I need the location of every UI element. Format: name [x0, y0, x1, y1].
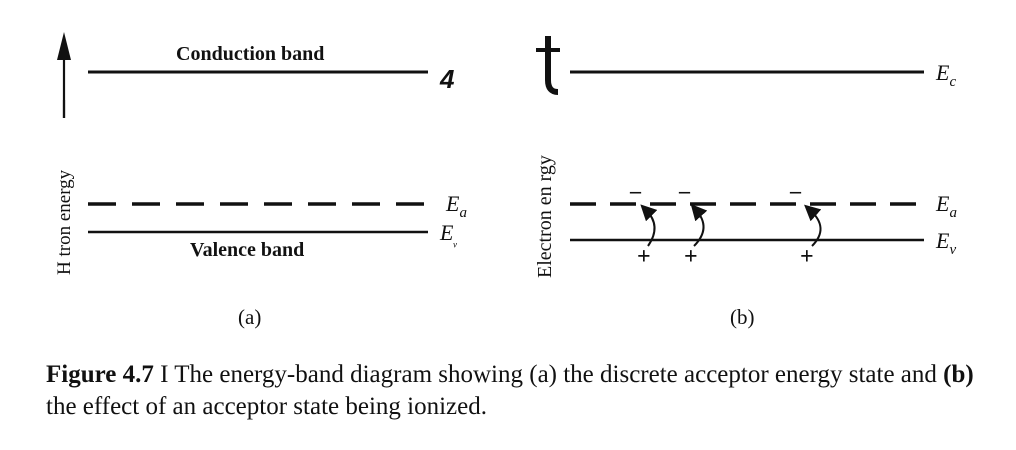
valence-band-label: Valence band: [190, 239, 304, 261]
panel-a-sublabel: (a): [238, 305, 261, 329]
corner-mark: 4: [439, 64, 455, 94]
figure-label: Figure 4.7: [46, 361, 154, 388]
conduction-band-label: Conduction band: [176, 43, 324, 65]
negative-charge-2: –: [678, 178, 691, 203]
panel-a: H tron energy Conduction band 4 Ea Eᵥ Va…: [54, 32, 467, 329]
positive-charge-3: +: [800, 244, 814, 270]
y-axis-label-b: Electron en rgy: [534, 155, 556, 278]
caption-text-1: The energy-band diagram showing (a) the …: [174, 361, 944, 388]
panel-b-sublabel: (b): [730, 305, 755, 329]
figure-caption: Figure 4.7 I The energy-band diagram sho…: [46, 359, 986, 423]
positive-charge-1: +: [637, 244, 651, 270]
label-ec-b: Ec: [935, 60, 956, 90]
caption-text-2: the effect of an acceptor state being io…: [46, 393, 487, 420]
transition-arrow-3: [804, 204, 822, 247]
caption-part-b: (b): [943, 361, 974, 388]
caption-separator: I: [153, 361, 175, 388]
axis-arrow-icon: [57, 32, 71, 60]
panel-b: Electron en rgy Ec Ea Ev – + – + – + (b): [534, 36, 957, 329]
negative-charge-1: –: [629, 178, 642, 203]
transition-arrow-2: [690, 204, 708, 247]
label-ev-b: Ev: [935, 228, 956, 258]
label-ea-b: Ea: [935, 191, 957, 221]
label-ev-a: Eᵥ: [439, 220, 458, 250]
energy-axis-b: [545, 36, 559, 95]
label-ea-a: Ea: [445, 191, 467, 221]
y-axis-label-a: H tron energy: [54, 169, 75, 275]
transition-arrow-1: [640, 204, 658, 247]
positive-charge-2: +: [684, 244, 698, 270]
negative-charge-3: –: [789, 178, 802, 203]
